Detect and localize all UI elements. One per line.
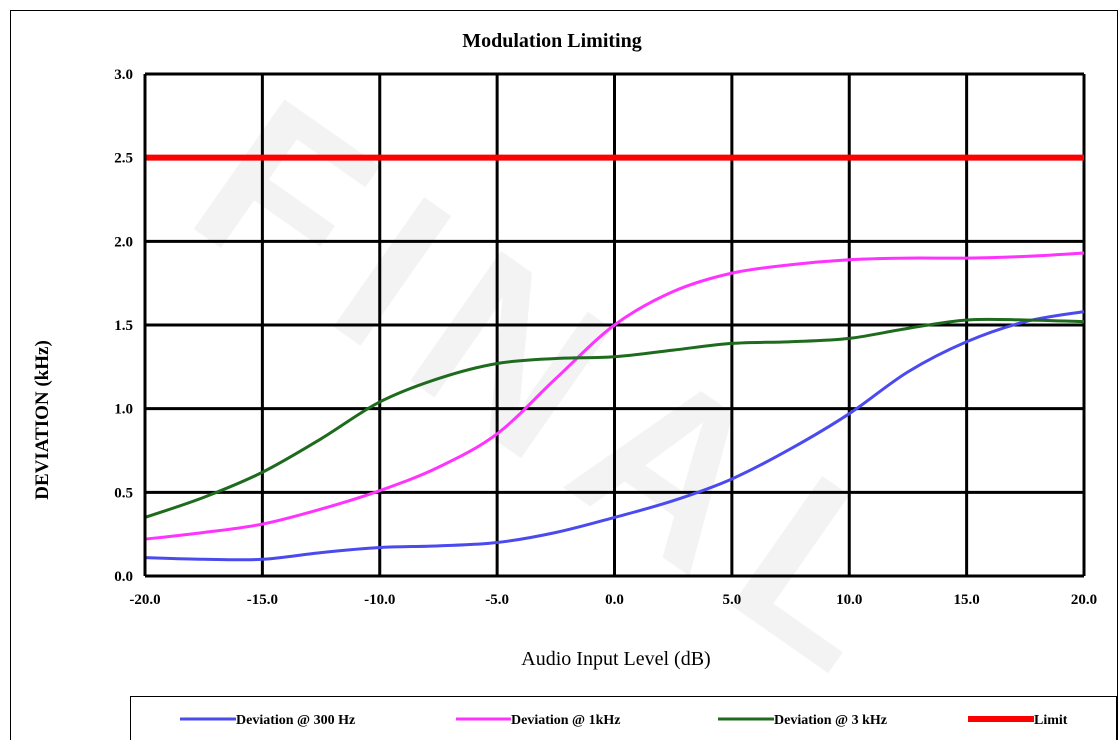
y-tick-label: 0.5: [114, 485, 133, 501]
y-tick-label: 0.0: [114, 569, 133, 585]
legend-label: Deviation @ 1kHz: [511, 713, 620, 728]
series-line-deviation-1khz: [144, 251, 1085, 541]
legend-item: Limit: [968, 713, 1068, 728]
legend-label: Deviation @ 3 kHz: [774, 713, 887, 728]
legend-box: [130, 696, 1117, 740]
x-tick-label: -5.0: [485, 592, 509, 608]
y-tick-label: 3.0: [114, 67, 133, 83]
x-tick-label: 20.0: [1071, 592, 1097, 608]
y-axis-label: DEVIATION (kHz): [32, 340, 53, 500]
legend-item: Deviation @ 3 kHz: [718, 713, 887, 728]
x-tick-label: -10.0: [364, 592, 395, 608]
legend-item: Deviation @ 300 Hz: [180, 713, 355, 728]
y-tick-label: 2.5: [114, 151, 133, 167]
x-axis-label: Audio Input Level (dB): [521, 648, 710, 670]
x-tick-label: -20.0: [129, 592, 160, 608]
legend-label: Deviation @ 300 Hz: [236, 713, 355, 728]
legend-item: Deviation @ 1kHz: [456, 713, 620, 728]
y-tick-label: 2.0: [114, 234, 133, 250]
x-tick-label: 0.0: [605, 592, 624, 608]
x-tick-label: 5.0: [723, 592, 742, 608]
series-line-deviation-3-khz: [144, 317, 1085, 519]
x-tick-label: 15.0: [954, 592, 980, 608]
y-tick-label: 1.5: [114, 318, 133, 334]
legend-label: Limit: [1034, 713, 1068, 728]
x-tick-label: -15.0: [247, 592, 278, 608]
y-tick-label: 1.0: [114, 402, 133, 418]
legend: Deviation @ 300 Hz Deviation @ 1kHz Deviat…: [130, 696, 1117, 740]
watermark-text: FINAL: [153, 50, 978, 735]
chart-title: Modulation Limiting: [462, 30, 641, 52]
series-line-deviation-300-hz: [144, 310, 1085, 562]
x-tick-label: 10.0: [836, 592, 862, 608]
